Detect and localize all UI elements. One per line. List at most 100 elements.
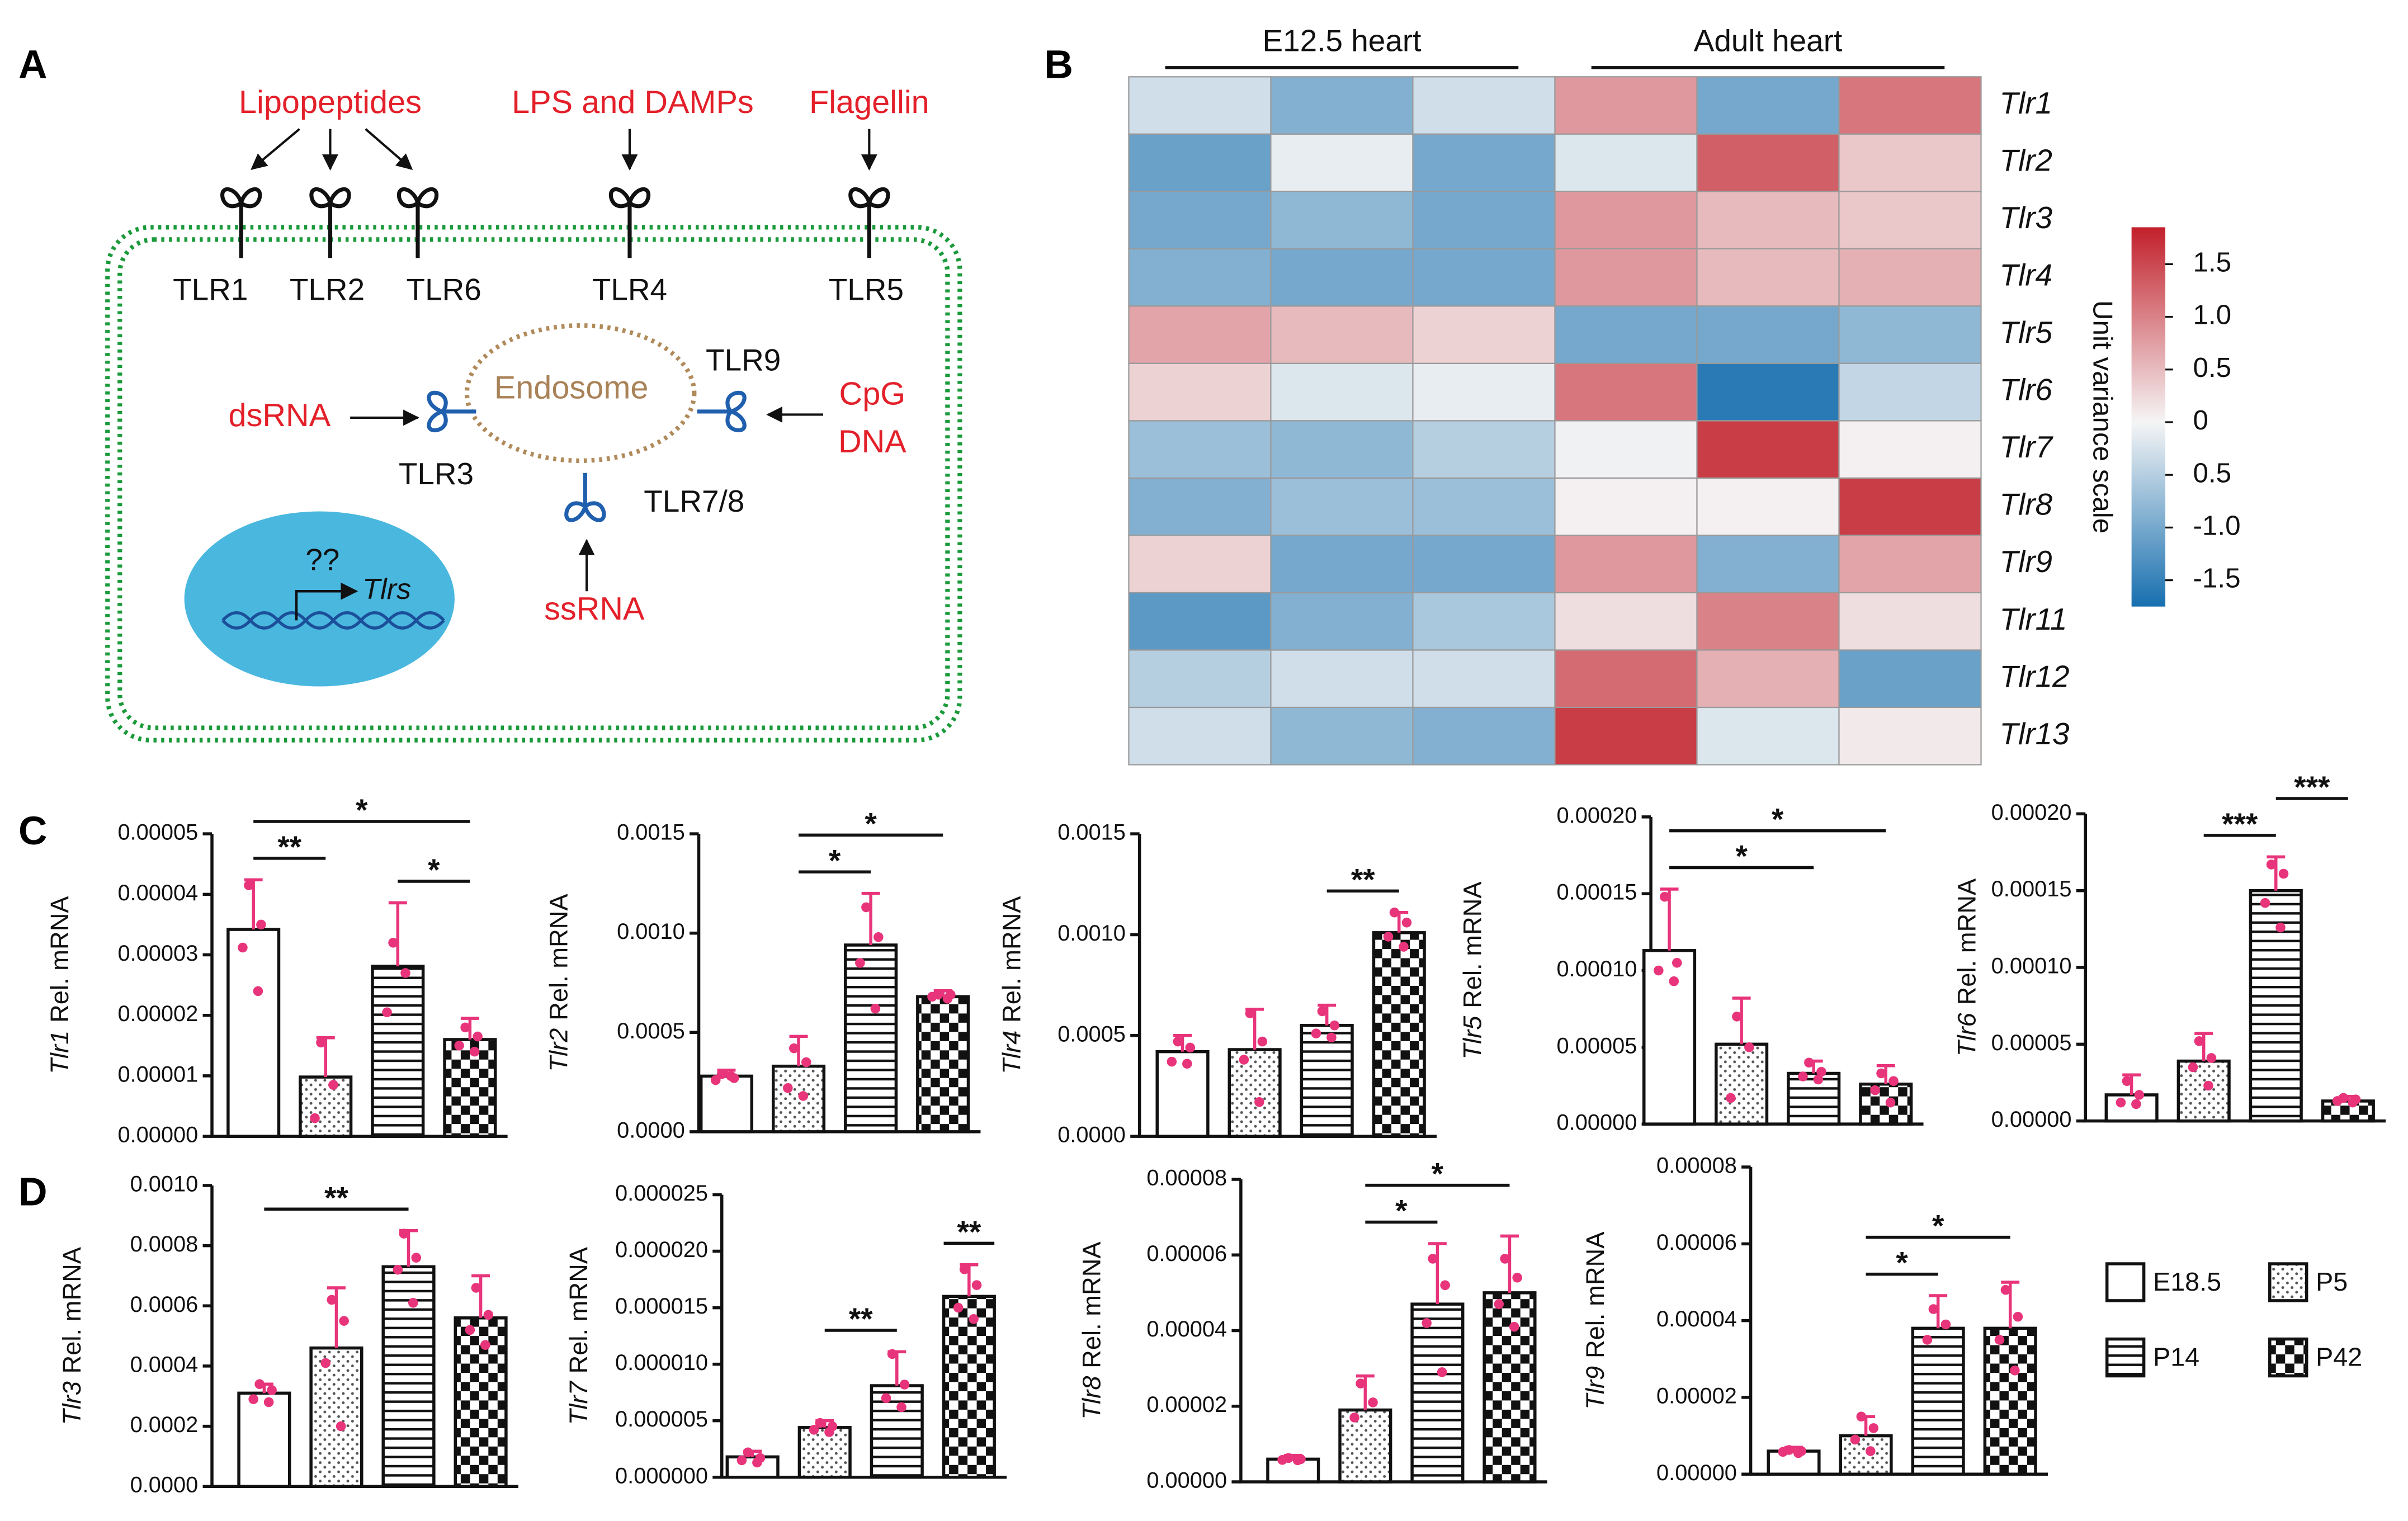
heat-cell bbox=[1554, 191, 1698, 249]
y-tick-label: 0.0015 bbox=[617, 820, 685, 845]
data-point bbox=[460, 1022, 470, 1033]
receptor-label: TLR6 bbox=[407, 272, 481, 306]
receptor-label: TLR3 bbox=[399, 456, 474, 491]
bar bbox=[2249, 889, 2303, 1123]
heat-cell bbox=[1270, 76, 1414, 135]
heat-cell bbox=[1696, 305, 1840, 365]
data-point bbox=[971, 1280, 982, 1290]
data-point bbox=[1816, 1066, 1826, 1077]
y-label-text: Rel. mRNA bbox=[45, 896, 74, 1023]
colorbar-tick-label: 1.0 bbox=[2193, 300, 2231, 330]
data-point bbox=[1850, 1434, 1861, 1445]
data-point bbox=[1254, 1097, 1264, 1107]
heat-cell bbox=[1270, 248, 1414, 307]
data-point bbox=[710, 1075, 721, 1085]
legend-swatch bbox=[2105, 1337, 2146, 1378]
significance-label: ** bbox=[957, 1214, 981, 1249]
data-point bbox=[411, 1253, 422, 1263]
y-label-gene: Tlr7 bbox=[564, 1380, 593, 1425]
ligand: Lipopeptides bbox=[239, 84, 422, 120]
heat-cell bbox=[1412, 420, 1556, 479]
significance-label: * bbox=[1432, 1156, 1444, 1191]
data-point bbox=[1994, 1335, 2005, 1345]
arrows bbox=[251, 128, 877, 592]
bar bbox=[1410, 1302, 1465, 1484]
heat-cell bbox=[1270, 706, 1414, 766]
data-point bbox=[1654, 965, 1664, 976]
panel-label: C bbox=[18, 809, 48, 853]
data-point bbox=[2194, 1036, 2204, 1046]
heat-cell bbox=[1412, 477, 1556, 536]
bar bbox=[1715, 1042, 1769, 1126]
legend-label: P5 bbox=[2316, 1267, 2348, 1296]
y-tick-label: 0.00001 bbox=[117, 1062, 198, 1087]
data-point bbox=[1428, 1254, 1438, 1264]
colorbar-tick-label: 0.5 bbox=[2193, 352, 2231, 383]
heat-cell bbox=[1554, 477, 1698, 536]
heat-cell bbox=[1838, 76, 1982, 135]
data-point bbox=[2188, 1062, 2198, 1073]
y-tick-label: 0.0000 bbox=[130, 1473, 199, 1498]
y-tick-label: 0.00000 bbox=[1557, 1111, 1637, 1135]
data-point bbox=[399, 1229, 409, 1239]
stems bbox=[239, 230, 871, 258]
heat-cell bbox=[1270, 592, 1414, 651]
data-point bbox=[1509, 1321, 1519, 1332]
heat-cell bbox=[1128, 706, 1272, 766]
row-label: Tlr1 bbox=[1999, 86, 2052, 120]
heat-cell bbox=[1554, 535, 1698, 594]
data-point bbox=[1660, 891, 1670, 902]
y-tick-label: 0.00004 bbox=[1146, 1317, 1227, 1341]
heat-cell bbox=[1838, 477, 1982, 536]
ligand: LPS and DAMPs bbox=[512, 84, 754, 120]
data-point bbox=[267, 1385, 277, 1395]
heat-cell bbox=[1270, 191, 1414, 249]
data-point bbox=[2000, 1284, 2011, 1295]
y-label-text: Rel. mRNA bbox=[564, 1246, 593, 1373]
colorbar-tick-label: 0 bbox=[2193, 405, 2208, 436]
data-point bbox=[1672, 958, 1682, 968]
bar bbox=[309, 1346, 363, 1488]
data-point bbox=[1245, 1008, 1255, 1018]
y-tick-label: 0.0010 bbox=[1057, 921, 1126, 946]
data-point bbox=[1329, 1020, 1340, 1031]
colorbar-tick-label: 0.5 bbox=[2193, 457, 2231, 488]
data-point bbox=[743, 1447, 753, 1458]
row-label: Tlr4 bbox=[1999, 258, 2052, 292]
arrow bbox=[251, 128, 300, 170]
data-point bbox=[927, 991, 937, 1002]
data-point bbox=[1317, 1006, 1328, 1017]
tss-arrow bbox=[295, 582, 358, 621]
heat-cell bbox=[1270, 420, 1414, 479]
heat-cell bbox=[1696, 133, 1840, 192]
bar bbox=[725, 1455, 780, 1479]
heat-cell bbox=[1412, 76, 1556, 135]
heat-cell bbox=[1128, 362, 1272, 422]
data-point bbox=[1876, 1068, 1886, 1079]
y-tick-label: 0.000000 bbox=[615, 1463, 708, 1488]
bar bbox=[1338, 1408, 1392, 1484]
legend-label: E18.5 bbox=[2153, 1267, 2221, 1296]
colorbar-tick-label: -1.0 bbox=[2193, 510, 2240, 541]
data-point bbox=[256, 919, 266, 930]
data-point bbox=[316, 1037, 326, 1048]
y-label: Tlr4 Rel. mRNA bbox=[997, 896, 1026, 1074]
data-point bbox=[881, 1393, 891, 1404]
heat-cell bbox=[1696, 248, 1840, 307]
data-point bbox=[327, 1295, 337, 1305]
heat-cell bbox=[1128, 592, 1272, 651]
heat-cell bbox=[1270, 133, 1414, 192]
panel-label: A bbox=[18, 42, 48, 87]
y-tick-label: 0.00004 bbox=[117, 881, 198, 905]
bar bbox=[942, 1295, 996, 1479]
data-point bbox=[783, 1083, 793, 1093]
y-tick-label: 0.00008 bbox=[1656, 1154, 1737, 1178]
endosome bbox=[464, 323, 697, 463]
legend-swatch bbox=[2105, 1262, 2146, 1302]
y-tick-label: 0.00005 bbox=[117, 820, 198, 845]
legend-swatch bbox=[2268, 1262, 2308, 1302]
data-point bbox=[1182, 1059, 1192, 1069]
heat-cell bbox=[1128, 133, 1272, 192]
heat-cell bbox=[1412, 535, 1556, 594]
heat-cell bbox=[1554, 649, 1698, 708]
